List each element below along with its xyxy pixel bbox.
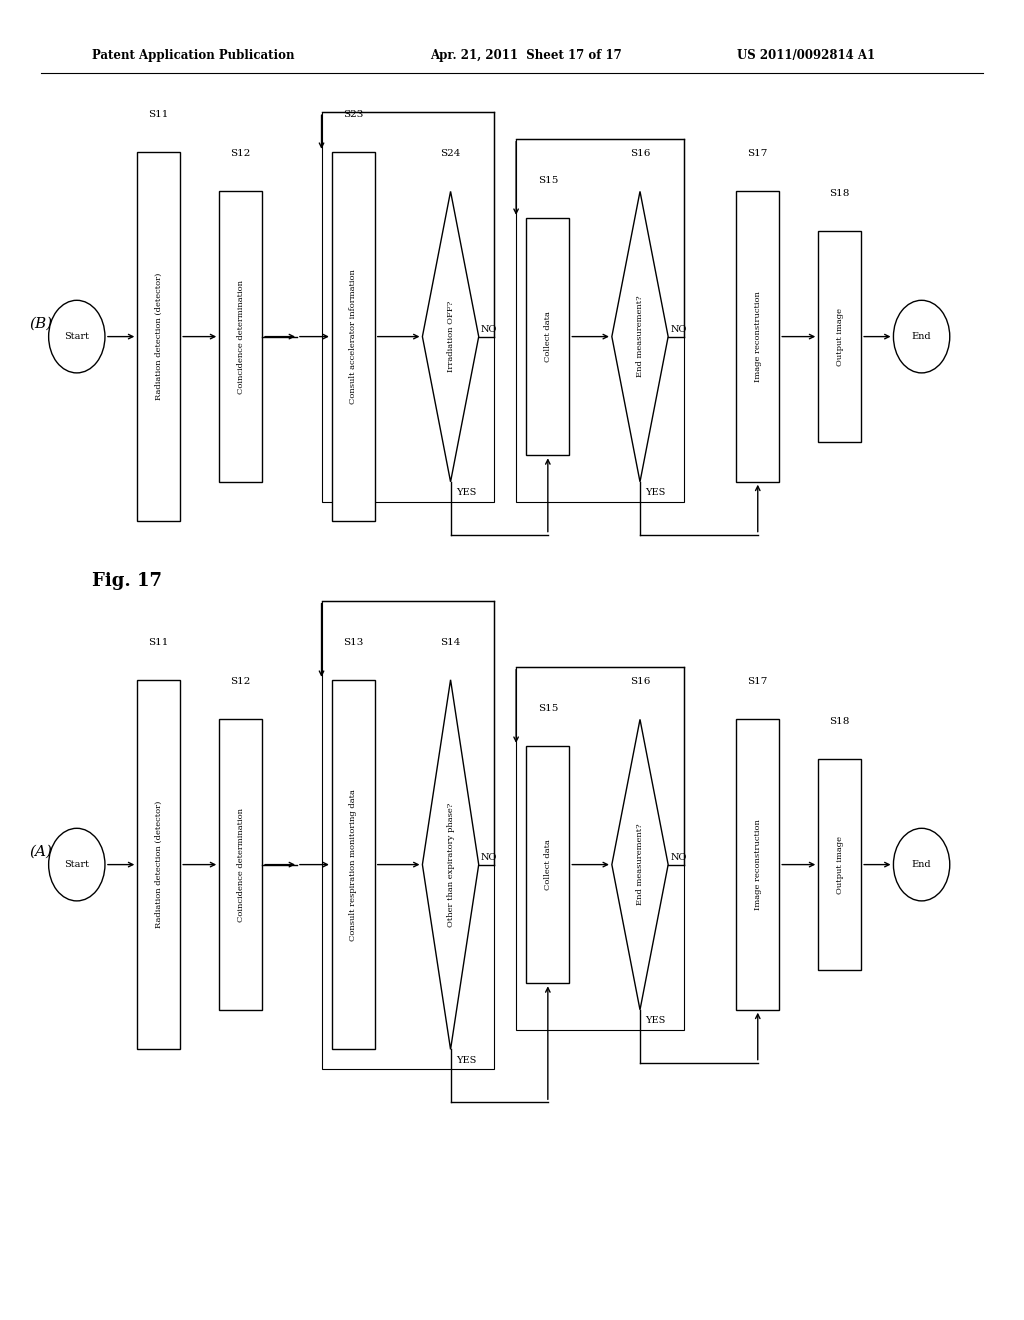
Polygon shape: [612, 191, 668, 482]
Polygon shape: [612, 719, 668, 1010]
Text: YES: YES: [645, 1016, 666, 1026]
Bar: [818, 231, 861, 442]
Bar: [219, 719, 262, 1010]
Text: Fig. 17: Fig. 17: [92, 572, 162, 590]
Text: NO: NO: [670, 326, 686, 334]
Text: Consult accelerator information: Consult accelerator information: [349, 269, 357, 404]
Polygon shape: [422, 680, 479, 1049]
Bar: [736, 719, 779, 1010]
Text: S11: S11: [148, 638, 169, 647]
Text: End: End: [911, 861, 932, 869]
Bar: [516, 667, 684, 1030]
Text: YES: YES: [456, 1056, 476, 1065]
Text: Irradiation OFF?: Irradiation OFF?: [446, 301, 455, 372]
Text: S17: S17: [748, 677, 768, 686]
Text: Radiation detection (detector): Radiation detection (detector): [155, 801, 163, 928]
Text: End measurement?: End measurement?: [636, 296, 644, 378]
Text: S14: S14: [440, 638, 461, 647]
Bar: [818, 759, 861, 970]
Text: NO: NO: [670, 854, 686, 862]
Text: (A): (A): [30, 845, 52, 858]
Bar: [526, 218, 569, 455]
Text: S18: S18: [829, 717, 850, 726]
Text: US 2011/0092814 A1: US 2011/0092814 A1: [737, 49, 876, 62]
Text: Coincidence determination: Coincidence determination: [237, 808, 245, 921]
Text: S23: S23: [343, 110, 364, 119]
Text: End measurement?: End measurement?: [636, 824, 644, 906]
Text: S24: S24: [440, 149, 461, 158]
Text: S18: S18: [829, 189, 850, 198]
Text: S16: S16: [630, 677, 650, 686]
Text: Consult respiration monitoring data: Consult respiration monitoring data: [349, 788, 357, 941]
Bar: [332, 680, 375, 1049]
Text: Image reconstruction: Image reconstruction: [754, 292, 762, 381]
Bar: [526, 746, 569, 983]
Text: Output image: Output image: [836, 836, 844, 894]
Text: Image reconstruction: Image reconstruction: [754, 820, 762, 909]
Bar: [137, 680, 180, 1049]
Text: S16: S16: [630, 149, 650, 158]
Text: NO: NO: [481, 854, 497, 862]
Text: Start: Start: [65, 861, 89, 869]
Text: Output image: Output image: [836, 308, 844, 366]
Ellipse shape: [893, 829, 950, 902]
Text: NO: NO: [481, 326, 497, 334]
Ellipse shape: [49, 829, 104, 902]
Text: S13: S13: [343, 638, 364, 647]
Text: (B): (B): [30, 317, 52, 330]
Ellipse shape: [893, 301, 950, 374]
Text: S15: S15: [538, 704, 558, 713]
Text: S12: S12: [230, 149, 251, 158]
Text: S15: S15: [538, 176, 558, 185]
Text: S17: S17: [748, 149, 768, 158]
Text: Coincidence determination: Coincidence determination: [237, 280, 245, 393]
Bar: [219, 191, 262, 482]
Text: Collect data: Collect data: [544, 312, 552, 362]
Bar: [137, 152, 180, 521]
Text: Patent Application Publication: Patent Application Publication: [92, 49, 295, 62]
Bar: [736, 191, 779, 482]
Text: S11: S11: [148, 110, 169, 119]
Polygon shape: [422, 191, 479, 482]
Text: Collect data: Collect data: [544, 840, 552, 890]
Bar: [322, 601, 495, 1069]
Text: Other than expiratory phase?: Other than expiratory phase?: [446, 803, 455, 927]
Bar: [516, 139, 684, 502]
Bar: [332, 152, 375, 521]
Text: YES: YES: [645, 488, 666, 498]
Text: Start: Start: [65, 333, 89, 341]
Bar: [322, 112, 495, 502]
Text: End: End: [911, 333, 932, 341]
Text: Apr. 21, 2011  Sheet 17 of 17: Apr. 21, 2011 Sheet 17 of 17: [430, 49, 622, 62]
Text: S12: S12: [230, 677, 251, 686]
Text: Radiation detection (detector): Radiation detection (detector): [155, 273, 163, 400]
Text: YES: YES: [456, 488, 476, 498]
Ellipse shape: [49, 301, 104, 374]
